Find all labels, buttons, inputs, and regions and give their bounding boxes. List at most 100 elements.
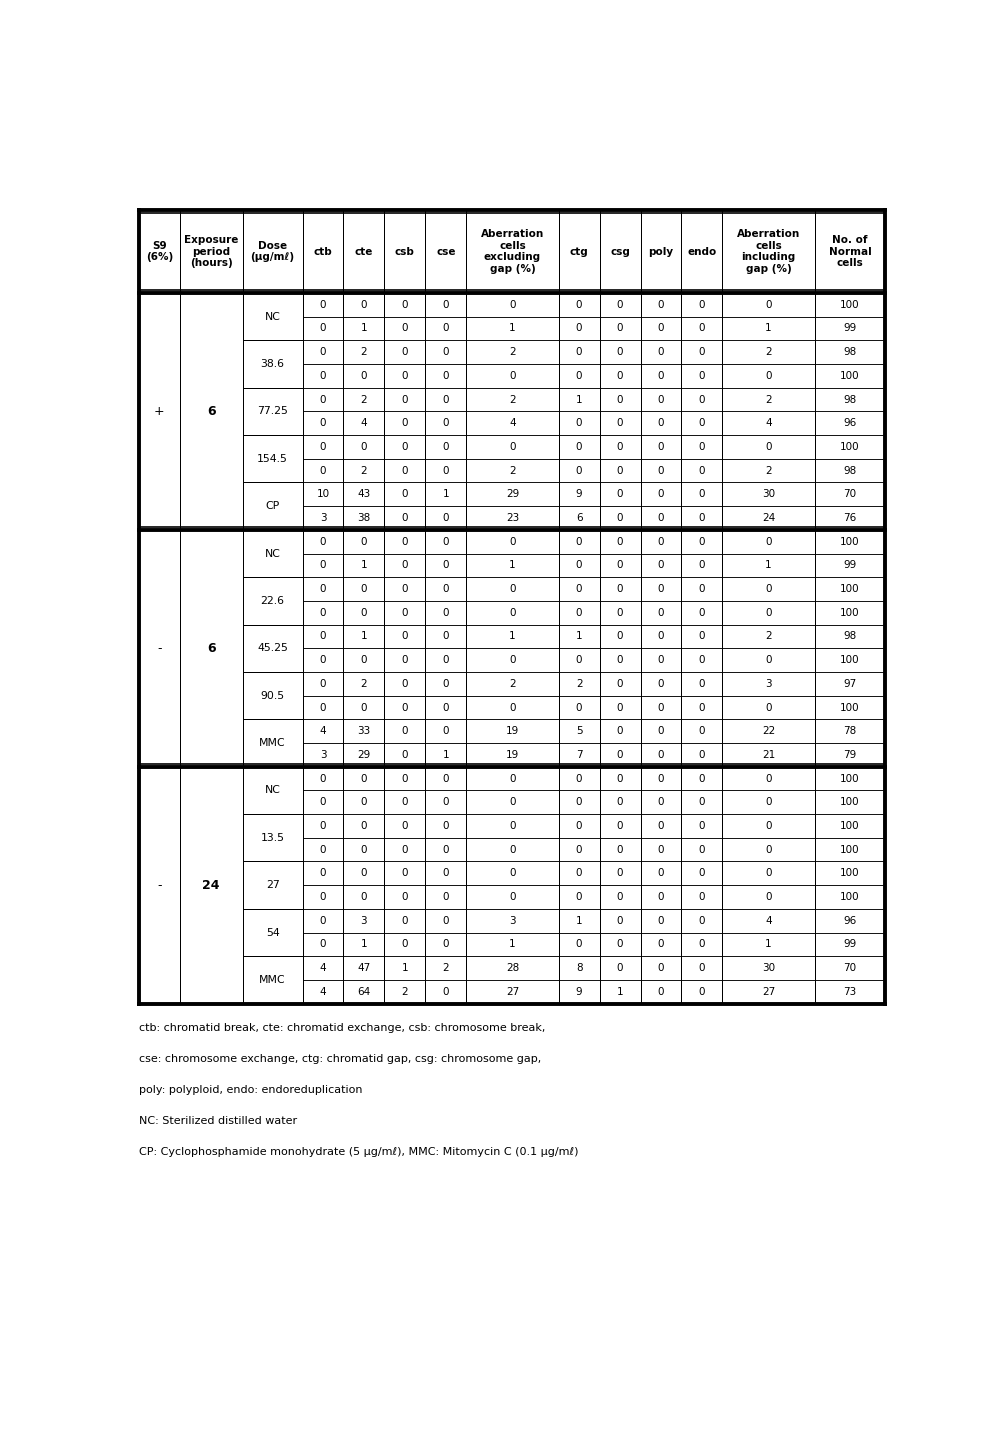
Text: 0: 0 — [616, 489, 623, 499]
Text: 0: 0 — [402, 489, 409, 499]
Bar — [344, 695, 385, 720]
Text: 0: 0 — [698, 371, 705, 381]
Bar — [303, 790, 344, 814]
Text: 0: 0 — [509, 774, 515, 784]
Text: 6: 6 — [575, 512, 582, 522]
Text: 0: 0 — [575, 892, 582, 902]
Text: 0: 0 — [698, 418, 705, 428]
Bar — [681, 720, 722, 743]
Text: 2: 2 — [765, 395, 772, 405]
Text: 0: 0 — [402, 584, 409, 594]
Text: 78: 78 — [843, 726, 856, 736]
Bar — [243, 529, 303, 577]
Text: csb: csb — [395, 246, 415, 256]
Bar — [558, 316, 599, 341]
Bar — [385, 363, 426, 388]
Bar — [243, 435, 303, 482]
Bar — [467, 673, 558, 695]
Text: 0: 0 — [698, 442, 705, 452]
Bar — [599, 507, 640, 529]
Bar — [303, 554, 344, 577]
Bar — [303, 507, 344, 529]
Text: 0: 0 — [616, 584, 623, 594]
Text: 19: 19 — [505, 750, 519, 760]
Bar — [681, 507, 722, 529]
Text: 0: 0 — [509, 299, 515, 309]
Bar — [681, 695, 722, 720]
Text: 3: 3 — [361, 916, 368, 926]
Text: 0: 0 — [698, 655, 705, 665]
Bar — [467, 814, 558, 837]
Bar — [385, 886, 426, 909]
Text: 0: 0 — [765, 844, 772, 854]
Text: 0: 0 — [657, 489, 664, 499]
Bar — [722, 507, 815, 529]
Text: 0: 0 — [509, 442, 515, 452]
Bar — [344, 316, 385, 341]
Text: 0: 0 — [657, 371, 664, 381]
Bar — [344, 673, 385, 695]
Bar — [243, 482, 303, 529]
Bar — [344, 886, 385, 909]
Text: 2: 2 — [361, 348, 368, 358]
Text: 0: 0 — [657, 774, 664, 784]
Text: 0: 0 — [657, 512, 664, 522]
Text: 0: 0 — [402, 774, 409, 784]
Text: 27: 27 — [762, 987, 775, 997]
Bar — [344, 648, 385, 673]
Text: NC: Sterilized distilled water: NC: Sterilized distilled water — [139, 1116, 297, 1126]
Text: 0: 0 — [616, 655, 623, 665]
Text: 1: 1 — [575, 631, 582, 641]
Bar — [467, 980, 558, 1003]
Text: 100: 100 — [840, 892, 860, 902]
Bar — [243, 909, 303, 956]
Text: 73: 73 — [843, 987, 856, 997]
Bar — [558, 459, 599, 482]
Text: 0: 0 — [657, 987, 664, 997]
Text: 0: 0 — [509, 869, 515, 879]
Bar — [599, 316, 640, 341]
Text: 0: 0 — [320, 442, 327, 452]
Text: 1: 1 — [361, 323, 368, 333]
Bar — [426, 435, 467, 459]
Bar — [815, 909, 885, 933]
Bar — [681, 482, 722, 507]
Bar — [599, 388, 640, 411]
Bar — [303, 459, 344, 482]
Text: 0: 0 — [698, 939, 705, 949]
Text: 1: 1 — [765, 939, 772, 949]
Text: 33: 33 — [358, 726, 371, 736]
Text: 0: 0 — [765, 869, 772, 879]
Text: 0: 0 — [509, 655, 515, 665]
Text: 0: 0 — [320, 631, 327, 641]
Bar — [344, 720, 385, 743]
Bar — [344, 624, 385, 648]
Bar — [344, 909, 385, 933]
Bar — [558, 577, 599, 601]
Text: 0: 0 — [320, 655, 327, 665]
Bar — [426, 316, 467, 341]
Bar — [243, 293, 303, 341]
Bar — [385, 790, 426, 814]
Bar — [599, 577, 640, 601]
Bar — [722, 316, 815, 341]
Bar — [344, 507, 385, 529]
Bar — [681, 909, 722, 933]
Text: cse: chromosome exchange, ctg: chromatid gap, csg: chromosome gap,: cse: chromosome exchange, ctg: chromatid… — [139, 1055, 541, 1065]
Bar — [243, 673, 303, 720]
Bar — [599, 980, 640, 1003]
Bar — [385, 482, 426, 507]
Text: 4: 4 — [320, 987, 327, 997]
Bar — [558, 411, 599, 435]
Text: 0: 0 — [443, 987, 450, 997]
Bar — [243, 814, 303, 861]
Bar — [467, 577, 558, 601]
Text: 0: 0 — [575, 608, 582, 618]
Bar — [180, 210, 243, 293]
Text: 0: 0 — [657, 608, 664, 618]
Bar — [558, 648, 599, 673]
Bar — [344, 388, 385, 411]
Bar — [640, 554, 681, 577]
Bar — [467, 837, 558, 861]
Bar — [640, 210, 681, 293]
